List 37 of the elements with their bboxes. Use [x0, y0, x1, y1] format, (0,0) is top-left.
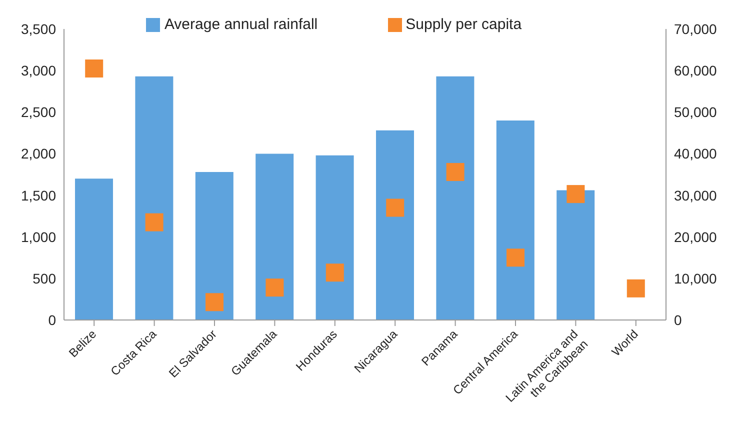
y-tick-label: 1,500	[20, 187, 56, 204]
y2-tick-label: 50,000	[674, 104, 718, 120]
point	[145, 213, 164, 232]
bar	[556, 190, 595, 320]
point	[386, 198, 404, 217]
y-tick-label: 2,500	[20, 104, 56, 120]
bar	[316, 155, 354, 320]
bar	[256, 154, 294, 320]
y2-tick-label: 40,000	[674, 146, 718, 162]
point	[626, 279, 645, 298]
y-tick-label: 3,500	[20, 20, 56, 37]
bar	[135, 76, 174, 320]
y-tick-label: 500	[32, 270, 56, 286]
y2-tick-label: 20,000	[674, 228, 718, 245]
bar	[496, 120, 534, 320]
point	[566, 185, 585, 204]
point	[326, 264, 344, 282]
y2-tick-label: 70,000	[674, 20, 718, 37]
point	[446, 163, 464, 182]
bar	[75, 178, 113, 320]
point	[266, 278, 284, 297]
legend-label: Average annual rainfall	[164, 16, 318, 33]
y2-tick-label: 30,000	[674, 187, 718, 204]
bar	[436, 76, 474, 320]
point	[506, 248, 524, 267]
y2-tick-label: 60,000	[674, 62, 718, 79]
bar	[195, 172, 234, 320]
point	[85, 59, 104, 78]
y-tick-label: 0	[48, 312, 56, 328]
y2-tick-label: 0	[674, 312, 682, 328]
legend-label: Supply per capita	[406, 16, 522, 33]
point	[206, 293, 224, 312]
bar	[376, 130, 414, 320]
y-tick-label: 3,000	[20, 62, 56, 79]
y2-tick-label: 10,000	[674, 270, 718, 286]
y-tick-label: 2,000	[20, 146, 56, 162]
y-tick-label: 1,000	[20, 228, 56, 245]
